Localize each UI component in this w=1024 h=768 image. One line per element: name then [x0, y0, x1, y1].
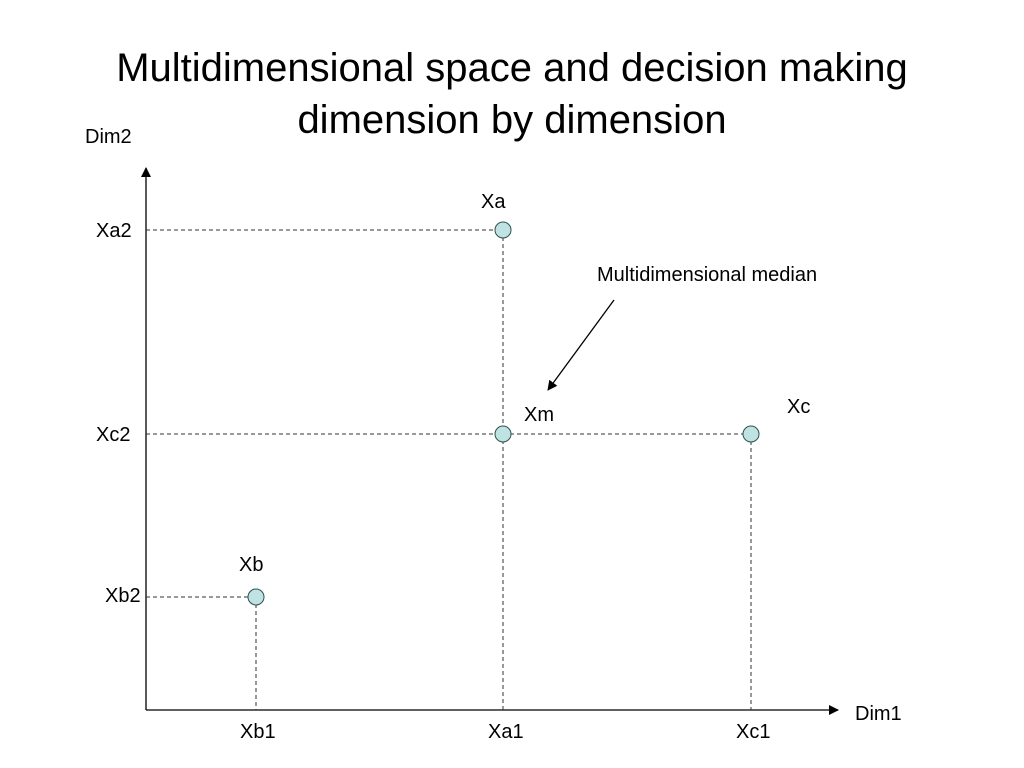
point-label-xa: Xa	[481, 191, 506, 213]
annotation-label: Multidimensional median	[597, 264, 817, 286]
x-tick-label-xc1: Xc1	[736, 721, 770, 743]
annotation-arrow	[547, 299, 615, 391]
page-title: Multidimensional space and decision maki…	[0, 42, 1024, 146]
point-xc	[742, 425, 760, 443]
title-line-2: dimension by dimension	[297, 98, 727, 142]
title-line-1: Multidimensional space and decision maki…	[116, 46, 908, 90]
y-tick-label-xa2: Xa2	[96, 220, 132, 242]
y-tick-label-xb2: Xb2	[105, 585, 141, 607]
x-tick-label-xb1: Xb1	[240, 721, 276, 743]
y-tick-label-xc2: Xc2	[96, 424, 130, 446]
point-label-xc: Xc	[787, 396, 810, 418]
y-axis-label: Dim2	[85, 126, 132, 148]
guide-lines	[146, 229, 752, 710]
point-xa	[494, 221, 512, 239]
point-xm	[494, 425, 512, 443]
point-xb	[247, 588, 265, 606]
point-label-xm: Xm	[524, 404, 554, 426]
point-label-xb: Xb	[239, 554, 263, 576]
x-tick-label-xa1: Xa1	[488, 721, 524, 743]
x-axis-label: Dim1	[855, 703, 902, 725]
